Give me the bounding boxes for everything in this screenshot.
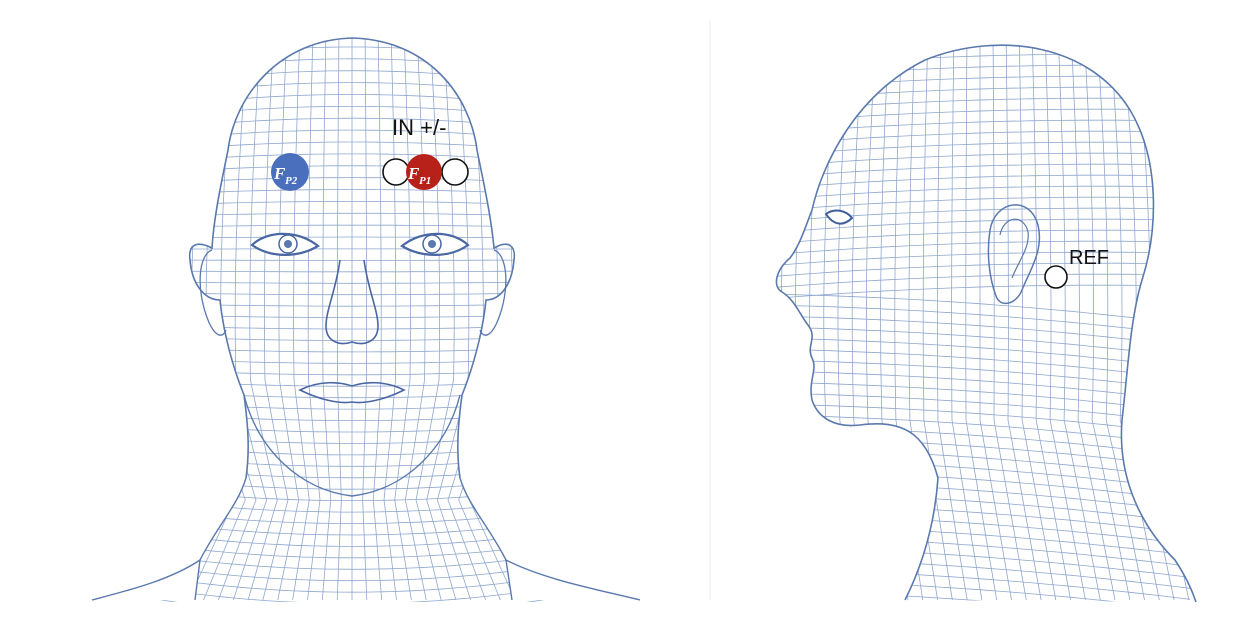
left-ear [479,249,507,336]
nose [325,259,379,345]
front-head-outline [188,37,516,479]
ref-label: REF [1069,247,1109,269]
mouth [298,381,406,404]
ref-electrode [1044,265,1068,289]
front-head-view: F P2 F P1 IN +/- [91,37,641,602]
in-label: IN +/- [392,115,446,140]
fp1-electrode: F P1 [406,154,442,190]
side-ear-inner [999,218,1029,279]
in-electrode-right [441,158,469,186]
right-eye [250,232,320,256]
front-mesh-grid [92,38,640,602]
in-electrode-left [382,158,410,186]
side-mesh-grid [776,45,1196,602]
fp2-electrode: F P2 [271,153,309,191]
right-ear [199,249,227,336]
fp1-subscript: P1 [419,175,431,187]
fp2-base: F [273,164,286,183]
side-ear [987,204,1041,305]
front-shoulders-outline [91,477,641,601]
front-jaw-outline [243,394,461,497]
fp1-base: F [407,164,420,183]
fp2-subscript: P2 [285,175,298,187]
side-head-view: REF [775,44,1197,603]
side-eye [824,209,854,225]
left-eye [400,232,470,256]
side-head-outline [775,44,1197,603]
